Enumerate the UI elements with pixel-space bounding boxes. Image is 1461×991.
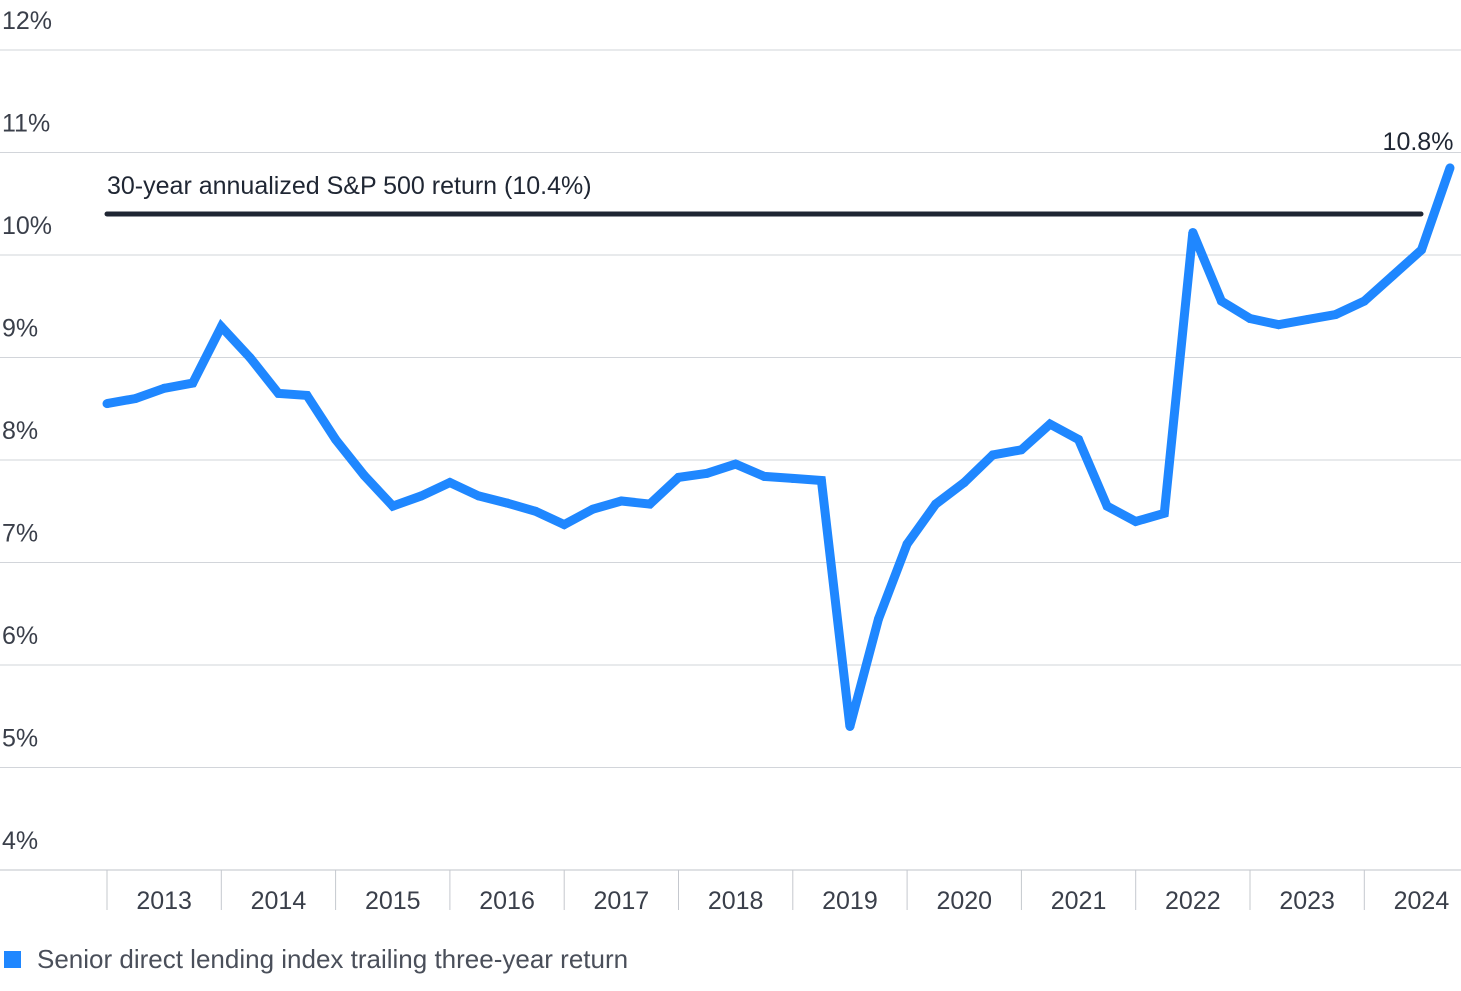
data-point bbox=[731, 459, 741, 469]
data-point bbox=[702, 468, 712, 478]
data-point bbox=[102, 399, 112, 409]
data-point bbox=[416, 491, 426, 501]
y-axis-ticks: 4% 5% 6% 7% 8% 9% 10% 11% 12% bbox=[2, 7, 52, 855]
data-point bbox=[931, 499, 941, 509]
data-point bbox=[502, 498, 512, 508]
data-point bbox=[473, 491, 483, 501]
y-tick-label: 4% bbox=[2, 827, 38, 855]
data-point bbox=[1302, 315, 1312, 325]
data-point bbox=[759, 471, 769, 481]
x-tick-label: 2023 bbox=[1279, 887, 1335, 915]
data-point bbox=[359, 470, 369, 480]
legend-swatch bbox=[4, 951, 21, 968]
data-point bbox=[188, 378, 198, 388]
data-points bbox=[102, 163, 1455, 731]
y-tick-label: 12% bbox=[2, 7, 52, 35]
data-point bbox=[874, 614, 884, 624]
data-point bbox=[216, 322, 226, 332]
y-tick-label: 11% bbox=[2, 110, 50, 138]
data-point bbox=[616, 496, 626, 506]
x-tick-label: 2015 bbox=[365, 887, 421, 915]
data-point bbox=[988, 450, 998, 460]
series-group bbox=[106, 166, 1455, 728]
gridlines bbox=[0, 49, 1461, 871]
data-point bbox=[302, 390, 312, 400]
data-point bbox=[1131, 517, 1141, 526]
data-point bbox=[1045, 419, 1055, 429]
x-tick-label: 2020 bbox=[936, 887, 992, 915]
data-point bbox=[1188, 227, 1198, 237]
y-tick-label: 6% bbox=[2, 622, 38, 650]
x-tick-label: 2021 bbox=[1051, 887, 1107, 915]
data-point bbox=[1416, 245, 1426, 255]
data-point bbox=[559, 520, 569, 530]
data-point bbox=[1016, 445, 1026, 455]
data-point bbox=[1245, 314, 1255, 324]
data-point bbox=[1074, 435, 1084, 444]
data-point bbox=[1331, 309, 1341, 319]
x-tick-label: 2014 bbox=[251, 887, 307, 915]
data-point bbox=[131, 394, 141, 403]
data-point bbox=[1445, 163, 1455, 173]
x-tick-label: 2022 bbox=[1165, 887, 1221, 915]
data-point bbox=[845, 722, 855, 731]
data-point bbox=[1102, 501, 1112, 511]
data-point bbox=[674, 472, 683, 482]
y-tick-label: 7% bbox=[2, 520, 38, 548]
x-tick-label: 2019 bbox=[822, 887, 878, 915]
benchmark-label: 30-year annualized S&P 500 return (10.4%… bbox=[107, 172, 592, 200]
x-tick-label: 2018 bbox=[708, 887, 764, 915]
data-point bbox=[1159, 508, 1169, 518]
legend-label: Senior direct lending index trailing thr… bbox=[37, 944, 629, 974]
data-point bbox=[788, 473, 798, 483]
data-point bbox=[445, 478, 455, 488]
data-point bbox=[1216, 296, 1226, 306]
data-point bbox=[245, 353, 255, 362]
y-tick-label: 5% bbox=[2, 725, 38, 753]
y-tick-label: 9% bbox=[2, 315, 38, 343]
data-point bbox=[531, 506, 541, 516]
benchmark-line-group: 30-year annualized S&P 500 return (10.4%… bbox=[104, 172, 1424, 217]
data-point bbox=[1388, 271, 1398, 280]
data-point bbox=[588, 504, 598, 514]
data-point bbox=[1274, 320, 1284, 330]
data-point bbox=[816, 476, 826, 485]
x-tick-label: 2024 bbox=[1394, 887, 1450, 915]
data-point bbox=[273, 388, 283, 398]
x-tick-label: 2013 bbox=[136, 887, 192, 915]
data-point bbox=[331, 435, 341, 444]
data-point bbox=[902, 539, 912, 549]
data-point bbox=[388, 501, 398, 511]
legend: Senior direct lending index trailing thr… bbox=[4, 944, 628, 975]
end-value-label: 10.8% bbox=[1383, 128, 1454, 156]
data-point bbox=[645, 499, 655, 509]
x-tick-label: 2017 bbox=[594, 887, 650, 915]
x-axis-ticks: 2013 2014 2015 2016 2017 2018 2019 2020 2021 2022… bbox=[106, 870, 1450, 915]
y-tick-label: 8% bbox=[2, 417, 38, 445]
series-line-senior-direct-lending bbox=[106, 166, 1455, 728]
data-point bbox=[959, 478, 969, 488]
data-point bbox=[159, 383, 169, 393]
data-point bbox=[1359, 296, 1369, 306]
y-tick-label: 10% bbox=[2, 212, 52, 240]
x-tick-label: 2016 bbox=[479, 887, 535, 915]
